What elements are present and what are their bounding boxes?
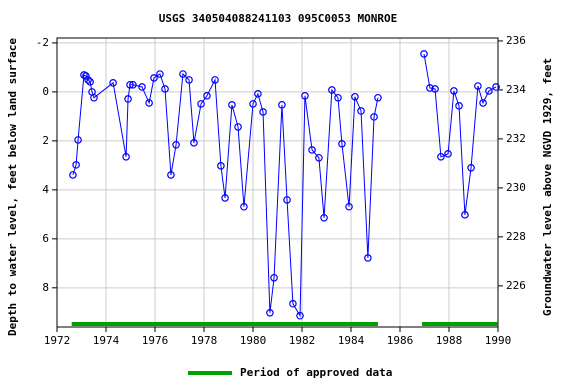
y2-tick-label: 226 (506, 279, 526, 292)
legend-label: Period of approved data (240, 366, 392, 379)
y2-tick-label: 232 (506, 132, 526, 145)
x-tick-label: 1986 (387, 334, 414, 347)
data-point (90, 93, 98, 102)
y2-axis-label: Groundwater level above NGVD 1929, feet (541, 58, 554, 316)
data-point (328, 86, 336, 94)
y-tick-label: -2 (36, 36, 49, 49)
data-point (461, 211, 469, 219)
approved-period (71, 322, 378, 326)
y2-tick-label: 234 (506, 83, 526, 96)
data-point (474, 82, 482, 90)
data-point (150, 74, 158, 82)
x-tick-label: 1976 (142, 334, 169, 347)
data-point (172, 140, 180, 149)
data-point (370, 113, 378, 121)
data-point (156, 70, 164, 78)
data-point (455, 102, 463, 110)
data-point (450, 87, 458, 95)
data-point (161, 85, 169, 93)
data-point (86, 78, 94, 86)
data-point (320, 213, 328, 222)
data-point (266, 308, 274, 317)
data-point (228, 101, 236, 109)
data-point (283, 196, 291, 204)
data-point (301, 92, 309, 100)
x-tick-label: 1982 (289, 334, 316, 347)
data-point (345, 202, 353, 211)
x-tick-label: 1974 (93, 334, 120, 347)
data-point (124, 95, 132, 103)
y-tick-label: 8 (42, 281, 49, 294)
data-point (249, 100, 257, 108)
x-tick-label: 1980 (240, 334, 267, 347)
data-point (197, 100, 205, 108)
x-tick-label: 1972 (44, 334, 71, 347)
data-point (190, 139, 198, 147)
y-tick-label: 4 (42, 183, 49, 196)
data-point (234, 123, 242, 131)
y-tick-label: 0 (42, 85, 49, 98)
data-point (84, 76, 92, 84)
y2-tick-label: 236 (506, 34, 526, 47)
data-point (254, 90, 262, 98)
data-point (203, 92, 211, 100)
data-point (185, 76, 193, 84)
approved-period (422, 322, 498, 326)
data-point (444, 150, 452, 158)
data-point (167, 171, 175, 179)
y-tick-label: 6 (42, 232, 49, 245)
data-point (145, 99, 153, 107)
data-point (296, 311, 304, 320)
data-point (217, 162, 225, 170)
y2-tick-label: 230 (506, 181, 526, 194)
y-tick-label: 2 (42, 134, 49, 147)
data-point (221, 194, 229, 202)
x-tick-label: 1988 (436, 334, 463, 347)
data-point (334, 93, 342, 102)
data-point (308, 146, 316, 154)
plot-frame (56, 37, 499, 328)
data-point (364, 254, 372, 262)
data-point (357, 107, 365, 115)
data-point (126, 80, 134, 89)
data-point (109, 79, 117, 87)
data-point (179, 70, 187, 78)
data-point (289, 299, 297, 308)
y2-tick-label: 228 (506, 230, 526, 243)
chart-title: USGS 340504088241103 095C0053 MONROE (159, 12, 397, 25)
data-point (138, 83, 146, 91)
data-point (69, 171, 77, 179)
data-point (437, 152, 445, 161)
data-point (129, 80, 137, 89)
x-tick-label: 1978 (191, 334, 218, 347)
data-point (351, 92, 359, 101)
x-tick-label: 1984 (338, 334, 365, 347)
data-point (485, 87, 493, 95)
data-point (278, 101, 286, 109)
x-tick-label: 1990 (485, 334, 512, 347)
data-point (270, 273, 278, 282)
data-point (240, 202, 248, 211)
data-line (72, 53, 497, 318)
data-point (374, 93, 382, 102)
data-point (122, 152, 130, 161)
data-point (431, 85, 439, 93)
data-point (72, 161, 80, 169)
data-point (467, 164, 475, 172)
data-point (74, 136, 82, 144)
data-point (211, 76, 219, 84)
data-point (492, 83, 500, 91)
data-point (338, 140, 346, 148)
data-point (315, 153, 323, 162)
data-point (479, 99, 487, 107)
data-point (420, 50, 428, 58)
data-point (259, 108, 267, 116)
y-axis-label: Depth to water level, feet below land su… (6, 38, 19, 336)
data-point (426, 84, 434, 92)
data-point (82, 72, 90, 80)
